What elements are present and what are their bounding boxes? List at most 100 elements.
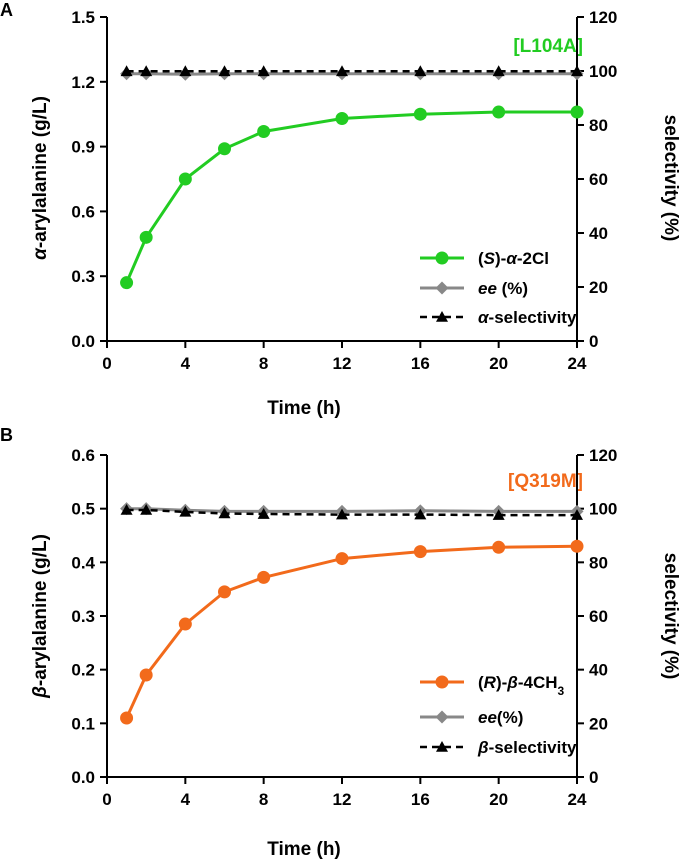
- x-tick-label-b: 8: [259, 790, 268, 809]
- chart-panel-a: A [L104A] Time (h) α-arylalanine (g/L) s…: [0, 0, 681, 419]
- legend-label-part: 3: [558, 684, 565, 698]
- y-tick-label-left-a: 0.0: [71, 332, 95, 351]
- series-line-ee-a: [126, 72, 577, 76]
- x-axis-title-b: Time (h): [267, 839, 341, 860]
- data-point-selectivity-a: [179, 65, 192, 77]
- y-tick-label-right-b: 80: [589, 553, 608, 572]
- y-tick-label-left-b: 0.1: [71, 714, 95, 733]
- series-line-r-4ch3-b: [125, 544, 578, 719]
- data-point-s-2cl-a: [257, 124, 271, 138]
- x-tick-label-b: 12: [333, 790, 352, 809]
- y-axis-title-left-a-symbol: α: [30, 247, 51, 260]
- data-point-s-2cl-a: [492, 105, 506, 119]
- y-tick-label-right-a: 40: [589, 224, 608, 243]
- y-axis-title-right-b: selectivity (%): [660, 553, 681, 680]
- variant-label-b: [Q319M]: [508, 471, 583, 492]
- data-point-selectivity-a: [218, 65, 231, 77]
- y-tick-label-right-b: 100: [589, 500, 617, 519]
- legend-label-part: α: [506, 249, 518, 268]
- y-tick-label-right-b: 120: [589, 446, 617, 465]
- legend-marker-selectivity-a: [436, 311, 448, 322]
- legend-marker-selectivity-b: [436, 741, 448, 752]
- y-tick-label-right-a: 20: [589, 278, 608, 297]
- x-tick-label-b: 4: [181, 790, 191, 809]
- legend-marker-ee-a: [435, 281, 449, 295]
- data-point-selectivity-a: [120, 65, 133, 77]
- data-point-s-2cl-a: [139, 230, 153, 244]
- x-tick-label-a: 0: [102, 354, 111, 373]
- legend-label-part: -2Cl: [517, 249, 549, 268]
- y-tick-label-right-b: 0: [589, 768, 598, 787]
- data-point-selectivity-b: [218, 507, 231, 519]
- x-tick-label-b: 0: [102, 790, 111, 809]
- x-tick-label-b: 20: [489, 790, 508, 809]
- data-point-r-4ch3-b: [413, 545, 427, 559]
- legend-label-part: -4CH: [518, 673, 558, 692]
- y-tick-label-left-b: 0.5: [71, 500, 95, 519]
- legend-marker-s-2cl-a: [435, 251, 449, 265]
- legend-label-ee-b: ee(%): [478, 708, 523, 727]
- data-point-selectivity-b: [179, 505, 192, 517]
- y-tick-label-left-b: 0.6: [71, 446, 95, 465]
- data-point-selectivity-b: [257, 508, 270, 519]
- plot-area-b: 0 4 8 12 16 20 24 0.0 0.1 0.2 0.3 0.4 0.5 0.6 0 20 40 60 8…: [71, 446, 617, 809]
- y-tick-label-right-a: 80: [589, 116, 608, 135]
- legend-label-part: ee: [478, 279, 497, 298]
- legend-label-part: R: [484, 673, 497, 692]
- y-axis-title-left-a: α-arylalanine (g/L): [30, 96, 51, 260]
- data-point-selectivity-a: [140, 65, 153, 77]
- y-tick-label-left-b: 0.0: [71, 768, 95, 787]
- y-tick-label-left-b: 0.4: [71, 553, 95, 572]
- chart-panel-b: B [Q319M] Time (h) β-arylalanine (g/L) s…: [0, 425, 681, 860]
- data-point-selectivity-a: [336, 65, 348, 77]
- legend-label-part: -selectivity: [489, 738, 577, 757]
- legend-label-part: β: [506, 673, 518, 692]
- data-point-s-2cl-a: [570, 105, 584, 119]
- data-point-selectivity-a: [571, 65, 583, 77]
- legend-label-s-2cl-a: (S)-α-2Cl: [478, 249, 549, 268]
- data-point-selectivity-b: [140, 504, 153, 515]
- x-tick-label-a: 16: [411, 354, 430, 373]
- legend-label-part: β: [477, 738, 489, 757]
- y-axis-title-left-b: β-arylalanine (g/L): [30, 534, 51, 699]
- y-tick-label-right-b: 60: [589, 607, 608, 626]
- data-point-s-2cl-a: [218, 142, 231, 156]
- legend-label-part: -selectivity: [489, 308, 577, 327]
- x-tick-label-a: 20: [489, 354, 508, 373]
- y-tick-label-left-a: 0.6: [71, 202, 95, 221]
- legend-label-part: (%): [497, 708, 523, 727]
- y-axis-title-left-b-rest: -arylalanine (g/L): [30, 534, 51, 686]
- x-tick-label-a: 12: [333, 354, 352, 373]
- data-point-r-4ch3-b: [139, 668, 153, 682]
- series-line-ee-b: [126, 507, 577, 513]
- plot-area-a: 0 4 8 12 16 20 24 0.0 0.3 0.6 0.9 1.2 1.5 0 20 40 60 80 10…: [71, 8, 617, 373]
- legend-label-part: α: [478, 308, 490, 327]
- y-axis-title-right-a: selectivity (%): [660, 115, 681, 242]
- legend-label-part: )-: [496, 673, 507, 692]
- data-point-r-4ch3-b: [257, 570, 271, 584]
- data-point-r-4ch3-b: [335, 552, 349, 566]
- y-tick-label-right-a: 60: [589, 170, 608, 189]
- legend-marker-ee-b: [435, 710, 449, 724]
- panel-letter-a: A: [0, 0, 13, 20]
- data-point-selectivity-b: [336, 508, 348, 520]
- legend-label-part: )-: [495, 249, 506, 268]
- legend-label-part: (: [478, 249, 484, 268]
- x-tick-label-b: 24: [568, 790, 587, 809]
- legend-label-r-4ch3-b: (R)-β-4CH3: [478, 673, 565, 698]
- data-point-selectivity-b: [414, 508, 427, 520]
- data-point-s-2cl-a: [178, 172, 192, 186]
- legend-marker-r-4ch3-b: [435, 675, 449, 689]
- y-tick-label-right-b: 20: [589, 714, 608, 733]
- data-point-r-4ch3-b: [218, 585, 231, 599]
- data-point-selectivity-a: [414, 65, 427, 77]
- data-point-s-2cl-a: [335, 112, 349, 126]
- y-axis-title-left-a-rest: -arylalanine (g/L): [30, 96, 51, 248]
- y-tick-label-left-a: 0.9: [71, 138, 95, 157]
- x-tick-label-b: 16: [411, 790, 430, 809]
- y-tick-label-left-a: 1.2: [71, 73, 95, 92]
- y-tick-label-right-a: 120: [589, 8, 617, 27]
- data-point-r-4ch3-b: [178, 617, 192, 631]
